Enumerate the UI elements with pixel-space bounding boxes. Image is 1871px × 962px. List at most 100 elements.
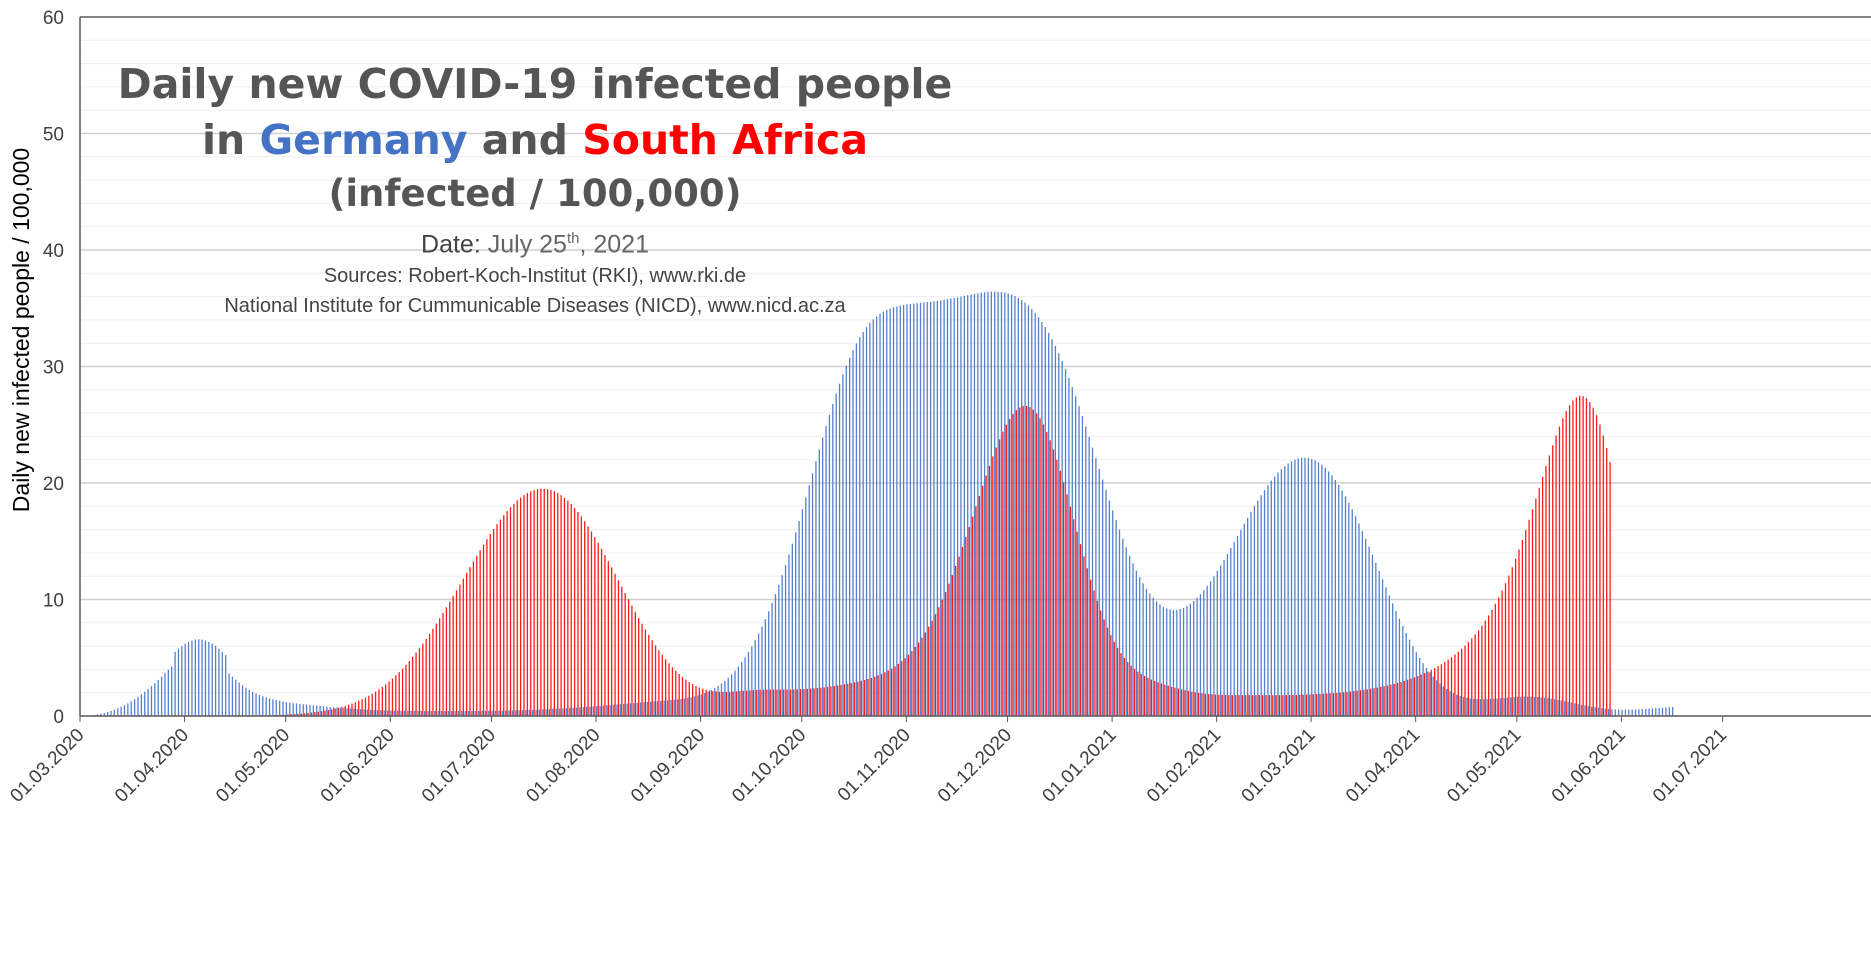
- y-tick-label: 50: [43, 125, 64, 146]
- south-africa-bar: [631, 605, 633, 716]
- south-africa-bar: [455, 590, 458, 716]
- south-africa-bar: [408, 660, 410, 716]
- germany-bar: [1375, 562, 1377, 716]
- south-africa-bar: [1197, 692, 1200, 716]
- south-africa-bar: [1575, 397, 1577, 716]
- south-africa-bar: [590, 531, 593, 716]
- x-tick-label: 01.03.2021: [1238, 725, 1320, 807]
- south-africa-bar: [1363, 689, 1365, 716]
- title-country-south-africa: South Africa: [582, 116, 869, 164]
- south-africa-bar: [1552, 445, 1554, 716]
- germany-bar: [440, 710, 443, 716]
- south-africa-bar: [560, 495, 562, 716]
- south-africa-bar: [1440, 664, 1443, 716]
- south-africa-bar: [732, 691, 734, 716]
- chart-title-line1: Daily new COVID-19 infected people: [117, 60, 953, 108]
- germany-bar: [434, 710, 436, 716]
- south-africa-bar: [860, 680, 862, 716]
- germany-bar: [781, 575, 783, 716]
- x-tick-label: 01.06.2020: [317, 725, 399, 807]
- germany-bar: [427, 710, 429, 716]
- germany-bar: [1206, 585, 1208, 716]
- south-africa-bar: [1319, 693, 1321, 716]
- germany-bar: [1105, 489, 1107, 716]
- south-africa-bar: [374, 691, 377, 716]
- south-africa-bar: [1386, 685, 1389, 716]
- germany-bar: [228, 673, 230, 716]
- south-africa-bar: [496, 524, 498, 716]
- germany-bar: [1267, 485, 1269, 716]
- germany-bar: [815, 461, 817, 716]
- germany-bar: [1408, 639, 1411, 716]
- germany-bar: [562, 708, 564, 716]
- south-africa-bar: [1410, 678, 1412, 716]
- germany-bar: [383, 710, 385, 716]
- south-africa-bar: [1565, 411, 1567, 716]
- south-africa-bar: [415, 652, 417, 716]
- germany-bar: [538, 709, 541, 716]
- south-africa-bar: [1396, 682, 1399, 716]
- germany-bar: [356, 709, 358, 716]
- south-africa-bar: [948, 583, 950, 716]
- south-africa-bar: [344, 705, 346, 716]
- south-africa-bar: [901, 661, 903, 716]
- germany-bar: [980, 292, 982, 716]
- south-africa-bar: [354, 702, 356, 716]
- south-africa-bar: [654, 645, 657, 716]
- germany-bar: [1017, 297, 1019, 716]
- south-africa-bar: [1299, 694, 1301, 716]
- germany-bar: [990, 291, 992, 716]
- south-africa-bar: [671, 667, 674, 716]
- germany-bar: [663, 700, 665, 716]
- germany-bar: [1496, 698, 1498, 716]
- south-africa-bar: [1309, 694, 1311, 716]
- germany-bar: [373, 709, 375, 716]
- germany-bar: [690, 697, 692, 716]
- south-africa-bar: [921, 637, 923, 716]
- germany-bar: [464, 710, 466, 716]
- south-africa-bar: [1535, 498, 1537, 716]
- germany-bar: [1371, 554, 1374, 716]
- germany-bar: [130, 701, 132, 716]
- south-africa-bar: [1393, 683, 1395, 716]
- south-africa-bar: [614, 573, 616, 716]
- south-africa-bar: [1214, 694, 1217, 716]
- south-africa-bar: [1211, 694, 1213, 716]
- germany-bar: [646, 701, 648, 716]
- south-africa-bar: [428, 633, 431, 716]
- south-africa-bar: [1484, 620, 1486, 716]
- germany-bar: [1473, 698, 1475, 716]
- germany-bar: [376, 710, 379, 716]
- south-africa-bar: [941, 599, 943, 716]
- germany-bar: [407, 710, 409, 716]
- germany-bar: [380, 710, 382, 716]
- germany-bar: [1058, 353, 1060, 716]
- germany-bar: [1634, 709, 1637, 716]
- germany-bar: [609, 705, 611, 716]
- south-africa-bar: [1464, 645, 1466, 716]
- germany-bar: [1493, 698, 1495, 716]
- germany-bar: [552, 708, 554, 716]
- germany-bar: [218, 648, 220, 716]
- germany-bar: [420, 710, 422, 716]
- south-africa-bar: [314, 712, 316, 716]
- germany-bar: [1314, 460, 1316, 716]
- south-africa-bar: [398, 672, 400, 716]
- south-africa-bar: [627, 599, 630, 716]
- germany-bar: [956, 297, 959, 716]
- south-africa-bar: [1046, 431, 1048, 716]
- germany-bar: [747, 652, 750, 716]
- germany-bar: [1075, 396, 1077, 716]
- germany-bar: [535, 709, 537, 716]
- south-africa-bar: [297, 713, 299, 716]
- south-africa-bar: [1545, 466, 1547, 716]
- germany-bar: [1257, 500, 1259, 716]
- germany-bar: [160, 676, 163, 716]
- germany-bar: [842, 374, 844, 716]
- germany-bar: [865, 327, 868, 716]
- south-africa-bar: [1585, 398, 1588, 716]
- south-africa-bar: [1049, 440, 1051, 716]
- germany-bar: [518, 710, 520, 716]
- germany-bar: [825, 426, 827, 716]
- south-africa-bar: [432, 628, 434, 716]
